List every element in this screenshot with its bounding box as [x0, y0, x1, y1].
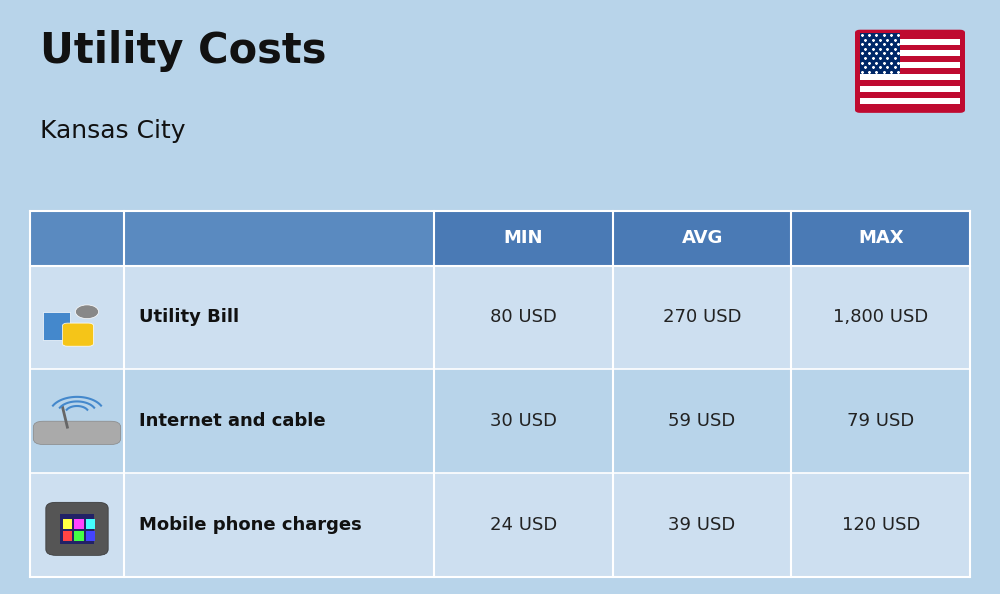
Bar — [43, 312, 70, 340]
Circle shape — [75, 305, 99, 318]
Bar — [86, 531, 95, 541]
Text: Internet and cable: Internet and cable — [139, 412, 326, 431]
Text: 24 USD: 24 USD — [490, 516, 557, 535]
Bar — [860, 33, 900, 74]
Bar — [30, 211, 434, 266]
FancyBboxPatch shape — [855, 30, 965, 113]
Text: 270 USD: 270 USD — [663, 308, 741, 327]
Text: 79 USD: 79 USD — [847, 412, 914, 431]
Bar — [860, 39, 960, 45]
Bar — [860, 98, 960, 104]
FancyBboxPatch shape — [62, 323, 94, 346]
Bar — [30, 369, 970, 473]
FancyBboxPatch shape — [46, 503, 108, 555]
Bar — [860, 62, 960, 68]
Bar — [63, 519, 72, 529]
Text: 59 USD: 59 USD — [668, 412, 736, 431]
Text: MIN: MIN — [504, 229, 543, 247]
Text: 39 USD: 39 USD — [668, 516, 736, 535]
Text: AVG: AVG — [681, 229, 723, 247]
Text: 1,800 USD: 1,800 USD — [833, 308, 928, 327]
Text: 120 USD: 120 USD — [842, 516, 920, 535]
Bar — [30, 473, 970, 577]
Text: Utility Costs: Utility Costs — [40, 30, 326, 72]
Text: Kansas City: Kansas City — [40, 119, 186, 143]
Bar — [74, 519, 84, 529]
Bar — [30, 266, 970, 369]
Text: Mobile phone charges: Mobile phone charges — [139, 516, 362, 535]
Text: Utility Bill: Utility Bill — [139, 308, 239, 327]
Text: 80 USD: 80 USD — [490, 308, 557, 327]
Text: MAX: MAX — [858, 229, 904, 247]
Bar — [860, 86, 960, 92]
FancyBboxPatch shape — [33, 421, 121, 444]
Bar — [86, 519, 95, 529]
Bar — [74, 531, 84, 541]
Bar — [60, 514, 94, 544]
Bar — [860, 50, 960, 56]
Bar — [63, 531, 72, 541]
Text: 30 USD: 30 USD — [490, 412, 557, 431]
Bar — [434, 211, 970, 266]
Bar — [860, 74, 960, 80]
